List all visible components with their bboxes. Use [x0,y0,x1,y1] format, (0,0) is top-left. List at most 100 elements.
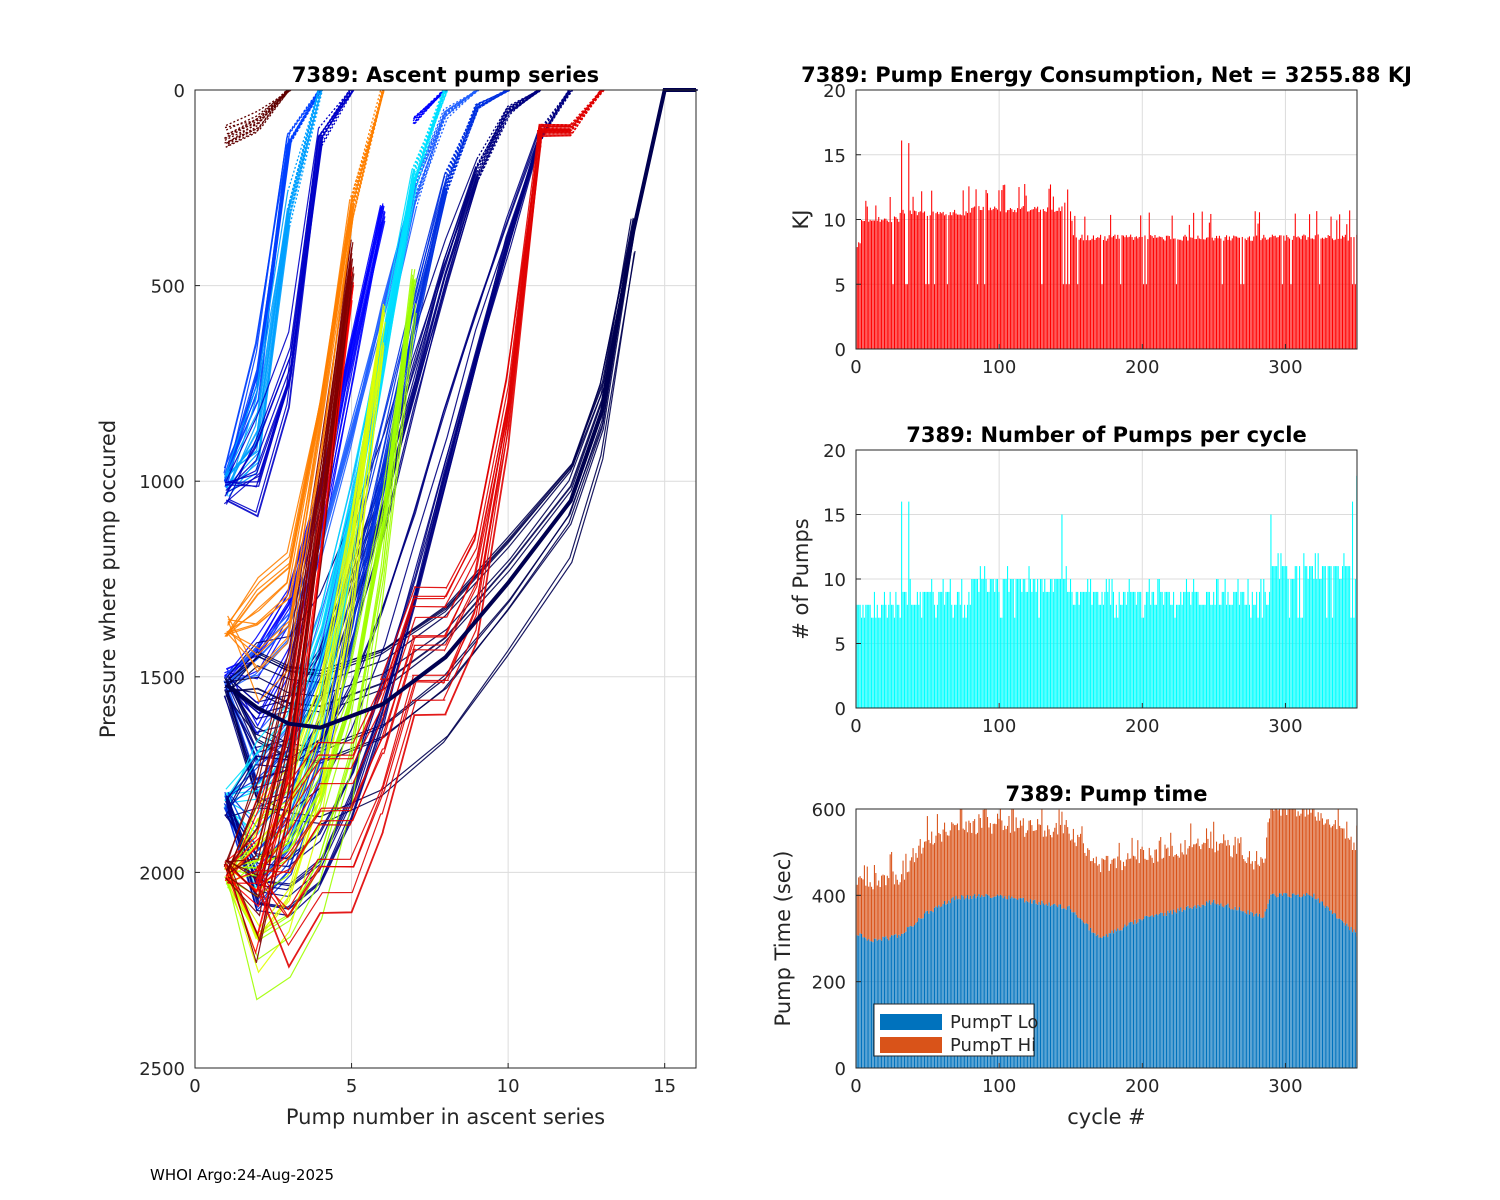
bar-pumpt-lo [1313,893,1315,1068]
bar [1022,206,1024,349]
bar [888,222,890,349]
series-line [227,204,354,632]
series-surface-dotted [476,89,538,183]
bar [1191,237,1193,349]
bar-pumpt-hi [918,845,920,918]
y-tick-label: 15 [823,506,846,527]
bar-pumpt-lo [1271,893,1273,1068]
bar [1067,591,1069,708]
bar-pumpt-hi [1145,859,1147,916]
bar [1011,579,1013,708]
bar [875,205,877,349]
bar-pumpt-hi [872,889,874,943]
bar [926,215,928,349]
bar-pumpt-hi [1132,855,1135,925]
bar-pumpt-lo [1240,910,1242,1068]
bar [1201,211,1203,349]
bar [1248,236,1251,349]
bar [1031,209,1033,349]
bar [1161,591,1163,708]
bar [1246,240,1248,349]
bar-pumpt-lo [998,895,1000,1068]
bar [1331,617,1334,708]
bar-pumpt-hi [1207,838,1209,903]
bar [909,579,911,708]
series-surface-dotted [415,89,446,189]
series-surface-dotted [225,89,288,148]
bar [945,214,947,349]
bar-pumpt-hi [1121,870,1123,931]
bar-pumpt-hi [1059,824,1062,905]
bar [1039,209,1042,349]
bar-pumpt-lo [1078,918,1080,1068]
bar-pumpt-lo [1122,927,1125,1068]
bar-pumpt-lo [995,896,997,1068]
bar [885,604,887,708]
bar-pumpt-hi [1213,821,1215,900]
bar-pumpt-lo [1100,937,1102,1068]
bar [1065,566,1067,708]
bar-pumpt-lo [1115,931,1117,1068]
bar [1091,604,1093,708]
bar-pumpt-hi [1329,824,1331,911]
bar [1350,617,1352,708]
bar-pumpt-lo [1154,914,1156,1068]
bar-pumpt-lo [1210,904,1212,1068]
series-surface-dotted [537,89,601,145]
bar [1029,579,1031,708]
bar-pumpt-hi [1317,812,1319,899]
bar-pumpt-lo [988,895,990,1068]
bar-pumpt-lo [1085,923,1087,1068]
bar [1140,591,1142,708]
bar [1234,591,1236,708]
bar [1290,284,1292,349]
bar [1067,189,1069,349]
bar [1170,604,1172,708]
bar [1264,237,1266,349]
bar-pumpt-hi [1341,828,1344,922]
bar [1058,207,1060,349]
bar-pumpt-lo [1045,904,1047,1068]
bar-pumpt-hi [1110,863,1112,934]
bar [916,591,918,708]
bar [1309,566,1311,708]
bar [1314,235,1316,349]
bar [856,604,858,708]
bar [1330,566,1332,708]
bar [938,591,940,708]
bar-pumpt-lo [1190,907,1192,1068]
bar [1233,235,1235,349]
bar [1075,591,1077,708]
bar-pumpt-hi [1170,832,1172,911]
bar-pumpt-lo [1183,909,1185,1068]
series-surface-dotted [288,89,322,141]
bar-pumpt-lo [1151,915,1153,1068]
bar [1092,591,1094,708]
bar [1291,239,1293,349]
bar-pumpt-lo [1080,918,1082,1068]
series-line [227,312,386,884]
bar [1287,237,1289,349]
bar-pumpt-lo [1344,925,1346,1068]
bar-pumpt-hi [1208,847,1210,901]
bar-pumpt-lo [1333,912,1335,1068]
bar-pumpt-hi [1004,825,1006,897]
bar [928,284,930,349]
bar-pumpt-hi [1351,849,1354,933]
bar-pumpt-hi [1164,844,1166,913]
bar-pumpt-lo [1110,933,1112,1068]
bar-pumpt-lo [951,898,953,1068]
bar [1038,212,1040,349]
bar-pumpt-hi [1153,862,1155,918]
bar-pumpt-lo [1316,899,1318,1068]
x-tick-label: 300 [1268,716,1302,737]
bar-pumpt-hi [1267,822,1269,904]
bar [908,501,910,708]
bar [1131,237,1133,349]
bar [949,579,951,708]
bar-pumpt-hi [903,879,906,933]
bar [1125,235,1127,349]
bar-pumpt-lo [918,917,920,1068]
bar-pumpt-hi [1122,861,1125,928]
series-line [227,223,353,703]
